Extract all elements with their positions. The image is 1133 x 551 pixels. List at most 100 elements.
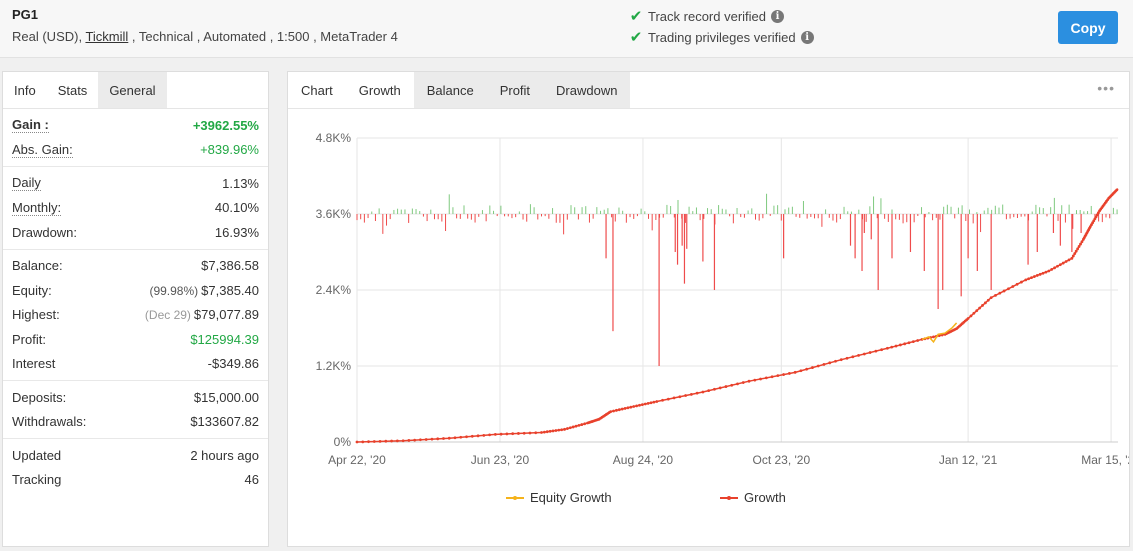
growth-point bbox=[638, 403, 641, 407]
deposits-row: Deposits: $15,000.00 bbox=[3, 385, 268, 410]
growth-point bbox=[816, 364, 820, 368]
performance-section: Daily 1.13% Monthly: 40.10% Drawdown: 16… bbox=[3, 167, 268, 250]
profit-value: $125994.39 bbox=[190, 331, 259, 347]
tab-info[interactable]: Info bbox=[3, 72, 47, 108]
y-tick-label: 3.6K% bbox=[316, 207, 352, 221]
growth-point bbox=[1067, 258, 1071, 262]
growth-point bbox=[885, 346, 889, 350]
tab-general[interactable]: General bbox=[98, 72, 167, 108]
updated-value: 2 hours ago bbox=[190, 447, 259, 463]
growth-point bbox=[782, 373, 786, 376]
abs-gain-value: +839.96% bbox=[200, 142, 259, 158]
daily-value: 1.13% bbox=[222, 175, 259, 191]
balance-section: Balance: $7,386.58 Equity: (99.98%) $7,38… bbox=[3, 250, 268, 381]
info-icon[interactable]: i bbox=[800, 30, 814, 44]
tab-drawdown[interactable]: Drawdown bbox=[543, 72, 631, 108]
growth-point bbox=[1015, 282, 1019, 286]
tab-growth[interactable]: Growth bbox=[345, 72, 414, 108]
meta-suffix: , Technical , Automated , 1:500 , MetaTr… bbox=[128, 29, 398, 44]
growth-point bbox=[517, 432, 520, 435]
growth-point bbox=[805, 367, 809, 371]
growth-point bbox=[568, 426, 572, 430]
trading-privileges-verified: ✔ Trading privileges verified i bbox=[628, 28, 814, 46]
growth-point bbox=[1064, 260, 1068, 263]
growth-point bbox=[661, 398, 664, 402]
interest-row: Interest -$349.86 bbox=[3, 352, 268, 377]
growth-point bbox=[741, 381, 745, 384]
x-tick-label: Mar 15, '21 bbox=[1081, 453, 1129, 467]
growth-point bbox=[511, 432, 515, 436]
equity-value: $7,385.40 bbox=[201, 282, 259, 298]
growth-point bbox=[898, 343, 902, 347]
growth-point bbox=[972, 311, 976, 315]
growth-point bbox=[566, 427, 569, 430]
growth-point bbox=[646, 401, 650, 405]
growth-point bbox=[424, 438, 428, 441]
daily-label[interactable]: Daily bbox=[12, 175, 41, 192]
growth-point bbox=[1002, 289, 1006, 293]
equity-value-wrap: (99.98%) $7,385.40 bbox=[149, 283, 259, 298]
growth-point bbox=[488, 433, 491, 437]
growth-point bbox=[1071, 254, 1075, 258]
profit-label: Profit: bbox=[12, 331, 46, 347]
growth-point bbox=[851, 355, 855, 359]
tab-stats[interactable]: Stats bbox=[46, 72, 99, 108]
more-menu-icon[interactable]: ••• bbox=[1097, 80, 1115, 96]
track-record-label: Track record verified bbox=[648, 8, 766, 24]
growth-point bbox=[476, 434, 480, 438]
growth-point bbox=[1050, 268, 1054, 271]
growth-point bbox=[753, 378, 757, 382]
legend-growth[interactable]: Growth bbox=[720, 490, 786, 505]
tracking-value: 46 bbox=[244, 472, 259, 488]
x-tick-label: Jan 12, '21 bbox=[939, 453, 998, 467]
growth-point bbox=[612, 409, 615, 413]
growth-point bbox=[701, 390, 705, 394]
tracking-row: Tracking 46 bbox=[3, 468, 268, 493]
growth-point bbox=[583, 422, 587, 426]
system-name: PG1 bbox=[12, 7, 39, 22]
growth-point bbox=[984, 301, 987, 305]
growth-point bbox=[1077, 245, 1081, 248]
growth-point bbox=[413, 438, 417, 442]
system-header: PG1 Real (USD), Tickmill , Technical , A… bbox=[0, 0, 1133, 58]
growth-point bbox=[1074, 249, 1078, 253]
growth-point bbox=[548, 429, 552, 433]
growth-point bbox=[407, 439, 411, 442]
growth-point bbox=[1024, 278, 1028, 282]
growth-point bbox=[907, 341, 911, 345]
growth-point bbox=[978, 306, 982, 310]
tab-profit[interactable]: Profit bbox=[486, 72, 544, 108]
chart-legend: Equity Growth Growth bbox=[288, 490, 1131, 510]
y-tick-label: 4.8K% bbox=[316, 131, 352, 145]
broker-link[interactable]: Tickmill bbox=[85, 29, 129, 44]
growth-point bbox=[629, 405, 633, 409]
growth-point bbox=[986, 298, 990, 302]
drawdown-row: Drawdown: 16.93% bbox=[3, 220, 268, 245]
growth-point bbox=[787, 372, 791, 375]
copy-button[interactable]: Copy bbox=[1058, 11, 1118, 44]
growth-point bbox=[811, 366, 814, 369]
track-record-verified: ✔ Track record verified i bbox=[628, 7, 784, 25]
gain-label[interactable]: Gain : bbox=[12, 117, 49, 134]
growth-point bbox=[1076, 247, 1080, 251]
gain-row: Gain : +3962.55% bbox=[3, 113, 268, 138]
growth-point bbox=[534, 431, 538, 435]
growth-point bbox=[969, 314, 973, 318]
growth-point bbox=[1079, 242, 1082, 246]
abs-gain-label[interactable]: Abs. Gain: bbox=[12, 141, 73, 158]
growth-point bbox=[1047, 269, 1051, 273]
growth-point bbox=[395, 439, 399, 443]
legend-equity-growth[interactable]: Equity Growth bbox=[506, 490, 612, 505]
info-icon[interactable]: i bbox=[771, 9, 784, 23]
growth-point bbox=[482, 433, 486, 437]
growth-point bbox=[880, 348, 884, 352]
monthly-label[interactable]: Monthly: bbox=[12, 199, 62, 216]
growth-point bbox=[975, 309, 979, 313]
growth-point bbox=[361, 440, 365, 444]
growth-point bbox=[1041, 271, 1045, 275]
tab-balance[interactable]: Balance bbox=[413, 72, 487, 108]
growth-point bbox=[384, 439, 388, 443]
tab-chart[interactable]: Chart bbox=[288, 72, 346, 108]
growth-point bbox=[557, 428, 561, 432]
growth-point bbox=[1007, 287, 1010, 291]
